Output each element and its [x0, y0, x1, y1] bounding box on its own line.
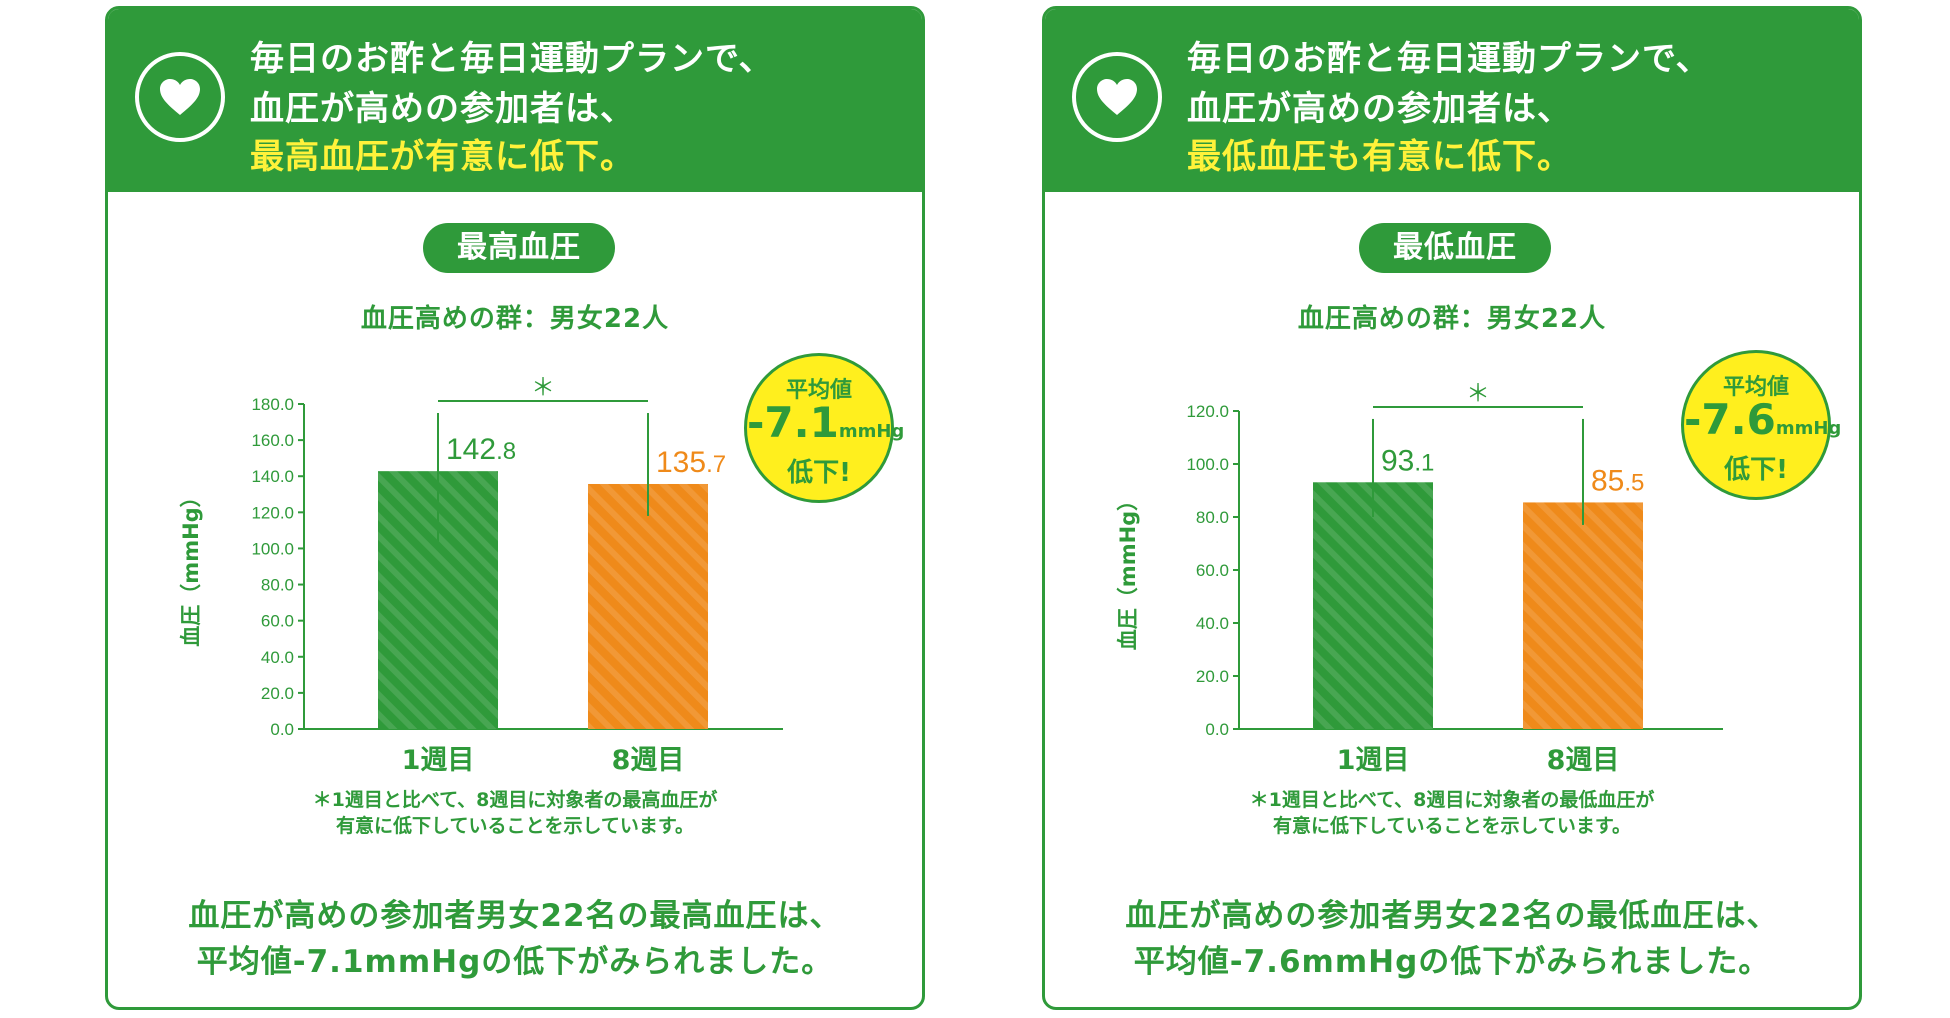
y-tick-label: 100.0 [1186, 455, 1229, 474]
badge-value-row: -7.1mmHg [747, 398, 904, 447]
badge-unit: mmHg [1775, 418, 1842, 439]
badge-label: 平均値 [1722, 375, 1789, 400]
category-label: 1週目 [1337, 745, 1410, 776]
y-tick-label: 80.0 [261, 576, 294, 595]
bar-2 [1523, 502, 1643, 729]
y-tick-label: 180.0 [251, 395, 294, 414]
significance-mark: ＊ [1466, 379, 1490, 407]
card-header: 毎日のお酢と毎日運動プランで、 血圧が高めの参加者は、 最高血圧が有意に低下。 [108, 9, 922, 192]
card-header: 毎日のお酢と毎日運動プランで、 血圧が高めの参加者は、 最低血圧も有意に低下。 [1045, 9, 1859, 192]
footnote-line-2: 有意に低下していることを示しています。 [1273, 815, 1631, 837]
y-tick-label: 120.0 [251, 503, 294, 522]
y-tick-label: 100.0 [251, 539, 294, 558]
chart-category-pill: 最低血圧 [1359, 223, 1551, 273]
badge-unit: mmHg [838, 421, 905, 442]
y-tick-label: 120.0 [1186, 402, 1229, 421]
value-label: 85.5 [1591, 464, 1644, 497]
value-label: 135.7 [656, 446, 726, 479]
bar-chart-systolic: 0.0 20.0 40.0 60.0 80.0 100.0 120.0 140.0 160.0 1… [179, 373, 783, 776]
y-axis-label: 血圧（mmHg） [179, 486, 203, 646]
value-label: 93.1 [1381, 444, 1434, 477]
badge-value: -7.1 [747, 398, 839, 447]
bar-chart-diastolic: 0.0 20.0 40.0 60.0 80.0 100.0 120.0 血圧（mmHg） 93.… [1116, 379, 1723, 776]
header-line-2: 血圧が高めの参加者は、 [1187, 89, 1572, 129]
summary: 血圧が高めの参加者男女22名の最高血圧は、 平均値-7.1mmHgの低下がみられ… [108, 893, 922, 985]
y-tick-label: 0.0 [1205, 720, 1229, 739]
category-label: 8週目 [1547, 745, 1620, 776]
header-line-2: 血圧が高めの参加者は、 [250, 89, 635, 129]
average-badge: 平均値 -7.1mmHg 低下! [744, 353, 904, 503]
y-axis-label: 血圧（mmHg） [1116, 490, 1140, 650]
chart-category-pill: 最高血圧 [423, 223, 615, 273]
footnote: ＊1週目と比べて、8週目に対象者の最高血圧が 有意に低下していることを示していま… [108, 787, 922, 839]
category-label: 1週目 [402, 745, 475, 776]
header-line-1: 毎日のお酢と毎日運動プランで、 [250, 39, 774, 79]
significance-mark: ＊ [531, 373, 555, 401]
footnote-line-1: ＊1週目と比べて、8週目に対象者の最低血圧が [1249, 789, 1655, 811]
footnote: ＊1週目と比べて、8週目に対象者の最低血圧が 有意に低下していることを示していま… [1045, 787, 1859, 839]
badge-value: -7.6 [1684, 395, 1776, 444]
badge-value-row: -7.6mmHg [1684, 395, 1841, 444]
y-tick-label: 160.0 [251, 431, 294, 450]
heart-icon [135, 52, 225, 142]
y-tick-label: 20.0 [1196, 667, 1229, 686]
result-card-systolic: 毎日のお酢と毎日運動プランで、 血圧が高めの参加者は、 最高血圧が有意に低下。 … [105, 6, 925, 1010]
y-tick-label: 80.0 [1196, 508, 1229, 527]
group-label: 血圧高めの群：男女22人 [1297, 304, 1607, 334]
category-label: 8週目 [612, 745, 685, 776]
bar-1 [1313, 482, 1433, 729]
header-line-1: 毎日のお酢と毎日運動プランで、 [1187, 39, 1711, 79]
header-line-3: 最低血圧も有意に低下。 [1187, 137, 1572, 177]
summary-line-2: 平均値-7.6mmHgの低下がみられました。 [1133, 944, 1771, 980]
badge-label: 平均値 [785, 378, 852, 403]
summary-line-1: 血圧が高めの参加者男女22名の最低血圧は、 [1125, 898, 1779, 934]
group-label: 血圧高めの群：男女22人 [360, 304, 670, 334]
badge-suffix: 低下! [787, 458, 851, 488]
y-tick-label: 20.0 [261, 684, 294, 703]
value-label: 142.8 [446, 433, 516, 466]
header-line-3: 最高血圧が有意に低下。 [250, 137, 635, 177]
heart-icon [1072, 52, 1162, 142]
badge-suffix: 低下! [1724, 455, 1788, 485]
bar-2 [588, 483, 708, 729]
y-tick-label: 60.0 [261, 612, 294, 631]
summary: 血圧が高めの参加者男女22名の最低血圧は、 平均値-7.6mmHgの低下がみられ… [1045, 893, 1859, 985]
y-tick-label: 0.0 [270, 720, 294, 739]
y-tick-label: 40.0 [1196, 614, 1229, 633]
y-tick-label: 140.0 [251, 467, 294, 486]
y-tick-label: 40.0 [261, 648, 294, 667]
footnote-line-1: ＊1週目と比べて、8週目に対象者の最高血圧が [312, 789, 718, 811]
average-badge: 平均値 -7.6mmHg 低下! [1681, 350, 1841, 500]
footnote-line-2: 有意に低下していることを示しています。 [336, 815, 694, 837]
summary-line-1: 血圧が高めの参加者男女22名の最高血圧は、 [188, 898, 842, 934]
y-tick-label: 60.0 [1196, 561, 1229, 580]
summary-line-2: 平均値-7.1mmHgの低下がみられました。 [196, 944, 834, 980]
result-card-diastolic: 毎日のお酢と毎日運動プランで、 血圧が高めの参加者は、 最低血圧も有意に低下。 … [1042, 6, 1862, 1010]
